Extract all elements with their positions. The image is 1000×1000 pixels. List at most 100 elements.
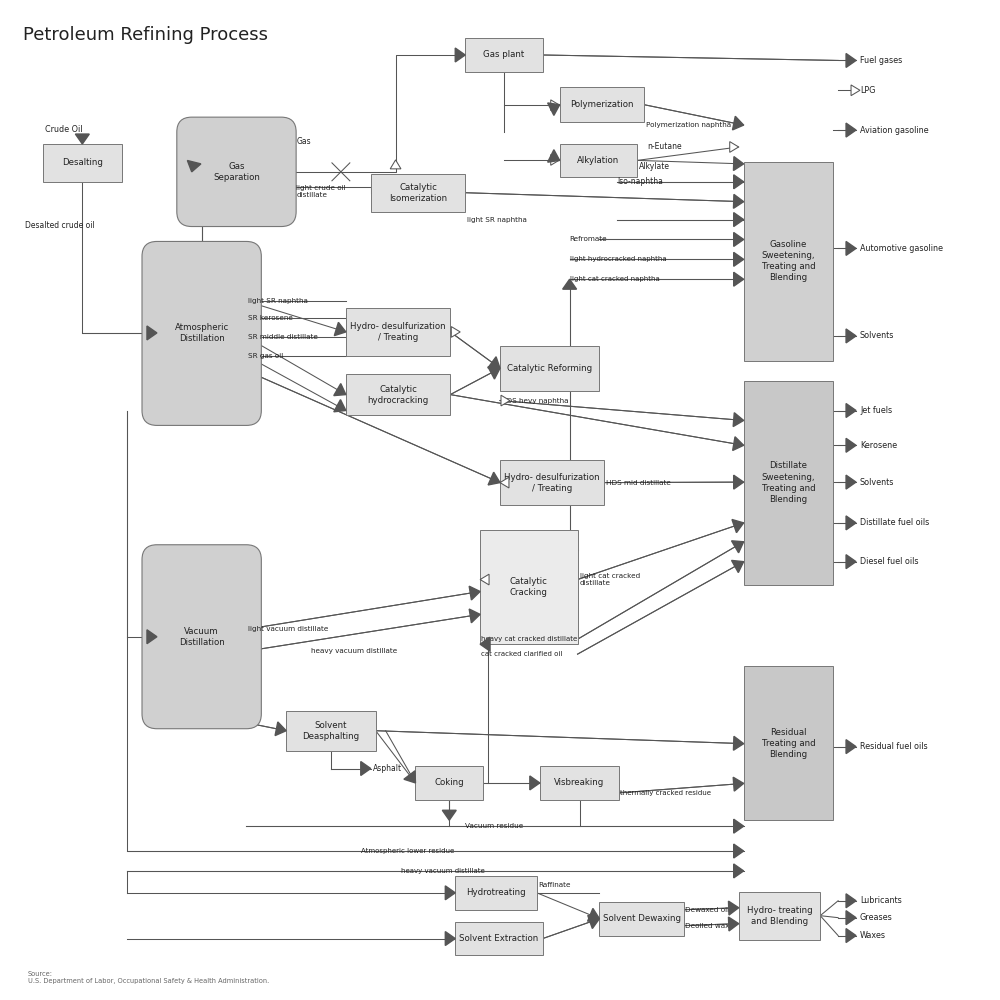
Text: cat cracked clarified oil: cat cracked clarified oil: [481, 651, 562, 657]
Polygon shape: [846, 438, 856, 452]
Text: Dewaxed oil: Dewaxed oil: [685, 907, 729, 913]
Polygon shape: [846, 241, 856, 255]
FancyBboxPatch shape: [142, 545, 261, 729]
Text: Distillate fuel oils: Distillate fuel oils: [860, 518, 929, 527]
Text: Catalytic
Isomerization: Catalytic Isomerization: [389, 183, 447, 203]
Text: Automotive gasoline: Automotive gasoline: [860, 244, 943, 253]
FancyBboxPatch shape: [455, 876, 537, 910]
Polygon shape: [469, 586, 480, 600]
Polygon shape: [442, 810, 456, 820]
Text: Hydro- desulfurization
/ Treating: Hydro- desulfurization / Treating: [350, 322, 446, 342]
Polygon shape: [734, 232, 744, 246]
Text: Hydro- treating
and Blending: Hydro- treating and Blending: [747, 906, 812, 926]
Polygon shape: [734, 819, 744, 833]
FancyBboxPatch shape: [371, 174, 465, 212]
Text: Diesel fuel oils: Diesel fuel oils: [860, 557, 918, 566]
FancyBboxPatch shape: [346, 374, 450, 415]
Polygon shape: [732, 560, 744, 573]
Text: Gasoline
Sweetening,
Treating and
Blending: Gasoline Sweetening, Treating and Blendi…: [762, 240, 815, 282]
Polygon shape: [728, 917, 739, 931]
Polygon shape: [334, 400, 346, 412]
Text: HDS mid distillate: HDS mid distillate: [606, 480, 671, 486]
Polygon shape: [588, 915, 599, 929]
Polygon shape: [334, 384, 346, 396]
Text: SR kerosene: SR kerosene: [248, 315, 293, 321]
Polygon shape: [480, 574, 489, 585]
FancyBboxPatch shape: [744, 381, 833, 585]
Text: Distillate
Sweetening,
Treating and
Blending: Distillate Sweetening, Treating and Blen…: [762, 461, 815, 504]
Text: Catalytic
Cracking: Catalytic Cracking: [510, 577, 548, 597]
Polygon shape: [846, 123, 856, 137]
Polygon shape: [488, 357, 500, 368]
FancyBboxPatch shape: [500, 460, 604, 505]
Text: Petroleum Refining Process: Petroleum Refining Process: [23, 26, 268, 44]
Polygon shape: [733, 777, 744, 791]
Text: Deoiled wax: Deoiled wax: [685, 923, 729, 929]
Text: Desalted crude oil: Desalted crude oil: [25, 221, 94, 230]
FancyBboxPatch shape: [177, 117, 296, 227]
Text: Waxes: Waxes: [860, 931, 886, 940]
FancyBboxPatch shape: [455, 922, 543, 955]
Text: Greases: Greases: [860, 913, 893, 922]
Text: Alkylate: Alkylate: [639, 162, 670, 171]
Text: SR middle distillate: SR middle distillate: [248, 334, 318, 340]
Text: light crude oil
distillate: light crude oil distillate: [296, 185, 346, 198]
Text: Gas plant: Gas plant: [483, 50, 525, 59]
Text: Aviation gasoline: Aviation gasoline: [860, 126, 929, 135]
Polygon shape: [488, 367, 500, 379]
FancyBboxPatch shape: [560, 87, 644, 122]
FancyBboxPatch shape: [465, 38, 543, 72]
Text: LPG: LPG: [860, 86, 875, 95]
Polygon shape: [732, 519, 744, 533]
Polygon shape: [551, 100, 560, 111]
Text: Source:
U.S. Department of Labor, Occupational Safety & Health Administration.: Source: U.S. Department of Labor, Occupa…: [28, 971, 269, 984]
Text: Hydrotreating: Hydrotreating: [466, 888, 526, 897]
Text: light cat cracked
distillate: light cat cracked distillate: [580, 573, 640, 586]
Polygon shape: [846, 329, 856, 343]
Polygon shape: [548, 150, 560, 162]
Polygon shape: [732, 116, 744, 130]
Text: Residual fuel oils: Residual fuel oils: [860, 742, 928, 751]
Polygon shape: [734, 213, 744, 227]
Polygon shape: [734, 252, 744, 266]
FancyBboxPatch shape: [142, 241, 261, 425]
Text: heavy vacuum distillate: heavy vacuum distillate: [401, 868, 484, 874]
Polygon shape: [445, 886, 455, 900]
Polygon shape: [846, 555, 856, 569]
Polygon shape: [846, 894, 856, 908]
Polygon shape: [501, 395, 510, 406]
Polygon shape: [734, 475, 744, 489]
Polygon shape: [469, 609, 480, 623]
Text: light SR naphtha: light SR naphtha: [248, 298, 308, 304]
Polygon shape: [733, 413, 744, 427]
Polygon shape: [734, 175, 744, 189]
Polygon shape: [732, 541, 744, 553]
Polygon shape: [451, 327, 460, 337]
FancyBboxPatch shape: [480, 530, 578, 644]
Polygon shape: [455, 48, 465, 62]
Polygon shape: [404, 771, 415, 783]
Text: Raffinate: Raffinate: [538, 882, 570, 888]
Polygon shape: [334, 322, 346, 336]
Text: light cat cracked naphtha: light cat cracked naphtha: [570, 276, 659, 282]
Text: Residual
Treating and
Blending: Residual Treating and Blending: [762, 728, 815, 759]
Text: Fuel gases: Fuel gases: [860, 56, 902, 65]
Text: Hydro- desulfurization
/ Treating: Hydro- desulfurization / Treating: [504, 473, 600, 493]
Polygon shape: [488, 472, 500, 485]
Text: Polymerization: Polymerization: [570, 100, 634, 109]
Text: Visbreaking: Visbreaking: [554, 778, 605, 787]
Polygon shape: [147, 326, 157, 340]
Polygon shape: [733, 437, 744, 450]
FancyBboxPatch shape: [744, 162, 833, 361]
Polygon shape: [390, 160, 401, 169]
Polygon shape: [551, 155, 560, 165]
Polygon shape: [361, 762, 371, 775]
Text: Vacuum
Distillation: Vacuum Distillation: [179, 627, 225, 647]
FancyBboxPatch shape: [286, 711, 376, 751]
Text: Solvent Dewaxing: Solvent Dewaxing: [603, 914, 681, 923]
Text: Gas
Separation: Gas Separation: [213, 162, 260, 182]
Polygon shape: [563, 279, 577, 289]
Polygon shape: [548, 103, 560, 115]
Text: HDS hevy naphtha: HDS hevy naphtha: [501, 398, 568, 404]
Text: Asphalt: Asphalt: [373, 764, 402, 773]
